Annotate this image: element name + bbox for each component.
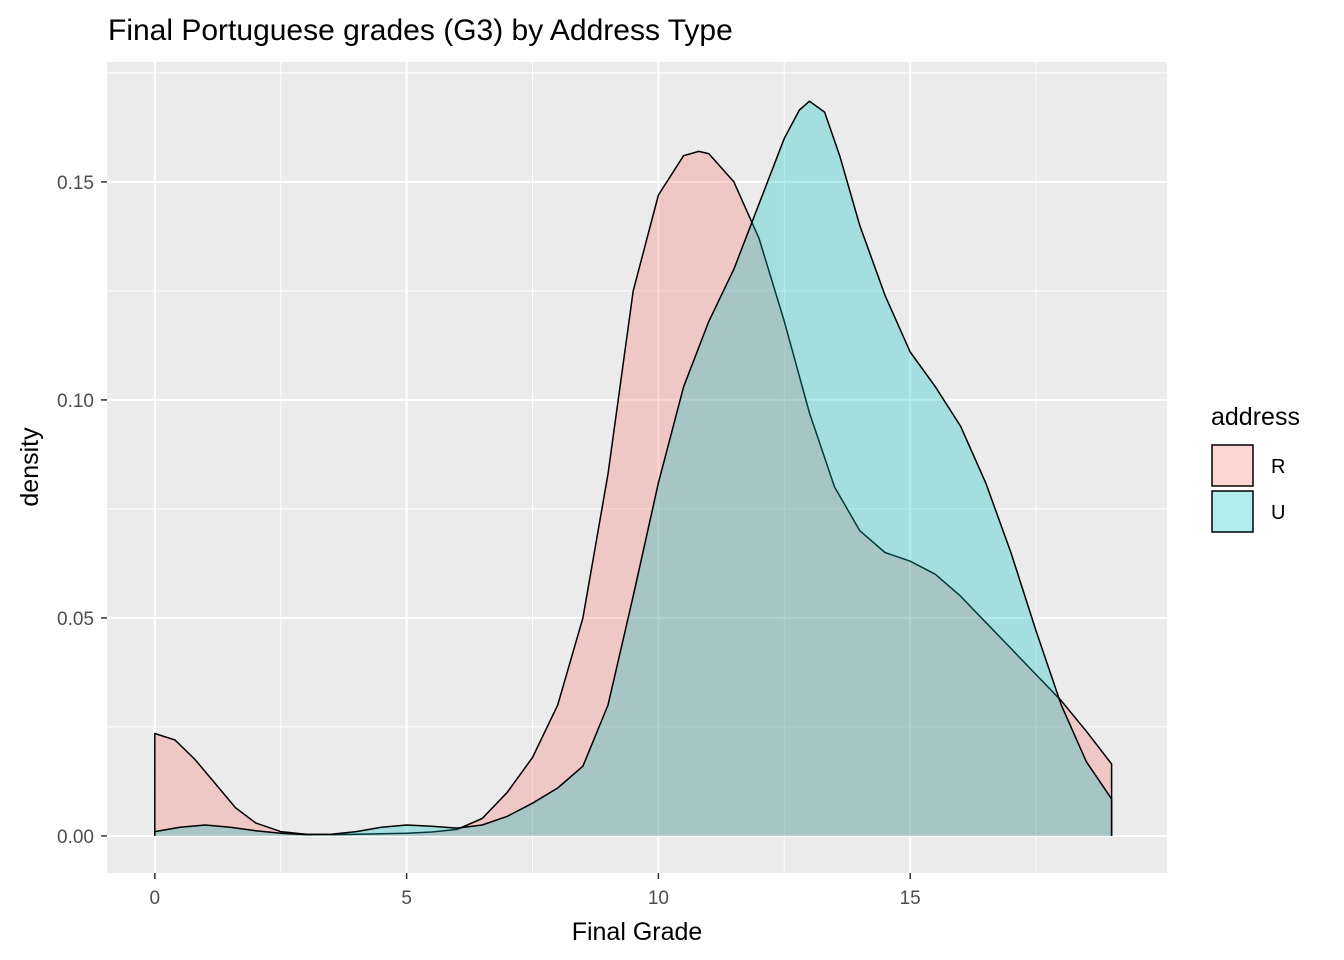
y-tick-label: 0.10 — [57, 391, 94, 412]
legend-key-U — [1211, 490, 1254, 533]
x-tick-label: 10 — [648, 888, 669, 909]
legend-key-bg-U — [1212, 491, 1253, 532]
density-outline-R — [154, 150, 1113, 836]
legend-label-U: U — [1271, 502, 1285, 524]
y-tick-label: 0.15 — [57, 173, 94, 194]
x-axis-title: Final Grade — [572, 918, 703, 946]
x-tick-label: 15 — [900, 888, 921, 909]
density-area-U — [154, 101, 1112, 836]
minor-gridlines — [107, 62, 1167, 873]
legend-label-R: R — [1271, 456, 1285, 478]
legend-title: address — [1211, 403, 1300, 431]
legend-key-bg-R — [1212, 445, 1253, 486]
density-outline-U — [154, 100, 1113, 836]
chart-title: Final Portuguese grades (G3) by Address … — [108, 14, 733, 47]
density-area-R — [154, 151, 1112, 836]
legend-key-R — [1211, 444, 1254, 487]
legend-items: RU — [1211, 444, 1285, 533]
axis-ticks — [101, 181, 911, 879]
plot-panel — [107, 62, 1167, 873]
y-axis-title: density — [16, 427, 44, 507]
y-tick-label: 0.05 — [57, 609, 94, 630]
x-tick-label: 0 — [150, 888, 161, 909]
x-tick-label: 5 — [401, 888, 412, 909]
y-tick-label: 0.00 — [57, 827, 94, 848]
axis-tick-labels: 0 5 10 15 0.00 0.05 0.10 0.15 — [57, 173, 921, 909]
legend: address RU — [1211, 403, 1300, 533]
density-areas — [154, 100, 1113, 836]
